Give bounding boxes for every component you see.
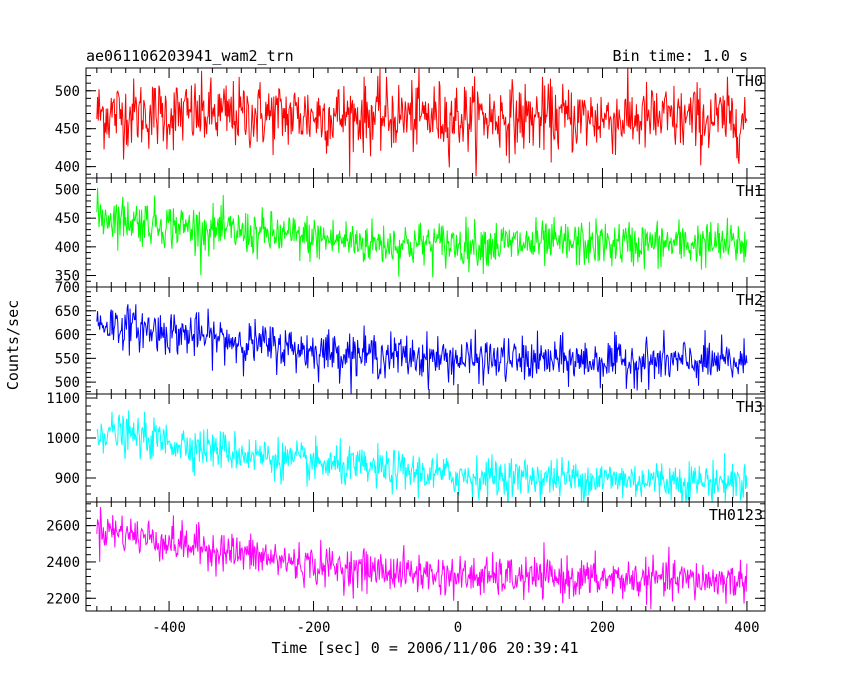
series-line-th2: [96, 304, 748, 394]
y-tick-label: 2400: [46, 555, 80, 571]
y-tick-label: 400: [55, 160, 80, 176]
y-tick-label: 450: [55, 122, 80, 138]
panel-frame: [85, 67, 766, 179]
x-tick-label: -200: [297, 620, 331, 636]
panel-label-th1: TH1: [736, 182, 763, 200]
panel-label-th3: TH3: [736, 398, 763, 416]
y-tick-label: 550: [55, 351, 80, 367]
y-axis-label: Counts/sec: [4, 300, 22, 390]
y-tick-label: 2600: [46, 519, 80, 535]
panel-label-th2: TH2: [736, 291, 763, 309]
series-line-th0123: [96, 507, 748, 610]
y-tick-label: 500: [55, 375, 80, 391]
series-line-th0: [96, 68, 748, 177]
panel-frame: [85, 177, 766, 288]
y-tick-label: 500: [55, 182, 80, 198]
y-tick-label: 450: [55, 211, 80, 227]
series-line-th1: [96, 187, 748, 278]
panel-th0123: 2200 2400 2600 TH0123: [46, 501, 766, 612]
x-axis-label: Time [sec] 0 = 2006/11/06 20:39:41: [271, 639, 578, 657]
y-tick-label: 600: [55, 328, 80, 344]
panel-th0: 400 450 500 TH0: [55, 67, 766, 179]
panel-th2: 500 550 600 650 700 TH2: [55, 280, 766, 395]
panels-group: 400 450 500 TH0 350 400 450 500 TH1 500 550 600 650 7…: [46, 67, 766, 612]
panel-label-th0: TH0: [736, 72, 763, 90]
y-tick-label: 700: [55, 280, 80, 296]
panel-label-th0123: TH0123: [709, 506, 763, 524]
y-tick-label: 900: [55, 471, 80, 487]
bin-time-label: Bin time: 1.0 s: [613, 47, 748, 65]
x-axis: -400 -200 0 200 400: [152, 620, 759, 636]
panel-th3: 900 1000 1100 TH3: [46, 391, 766, 503]
x-tick-label: 200: [590, 620, 615, 636]
chart-title: ae061106203941_wam2_trn: [86, 47, 294, 65]
y-tick-label: 650: [55, 304, 80, 320]
y-tick-label: 2200: [46, 591, 80, 607]
series-line-th3: [96, 410, 748, 502]
x-tick-label: 0: [454, 620, 462, 636]
y-tick-label: 350: [55, 269, 80, 285]
x-tick-label: 400: [734, 620, 759, 636]
y-tick-label: 500: [55, 84, 80, 100]
y-tick-label: 1000: [46, 431, 80, 447]
panel-th1: 350 400 450 500 TH1: [55, 177, 766, 288]
panel-frame: [85, 501, 766, 612]
y-tick-label: 400: [55, 240, 80, 256]
x-tick-label: -400: [152, 620, 186, 636]
y-tick-label: 1100: [46, 391, 80, 407]
